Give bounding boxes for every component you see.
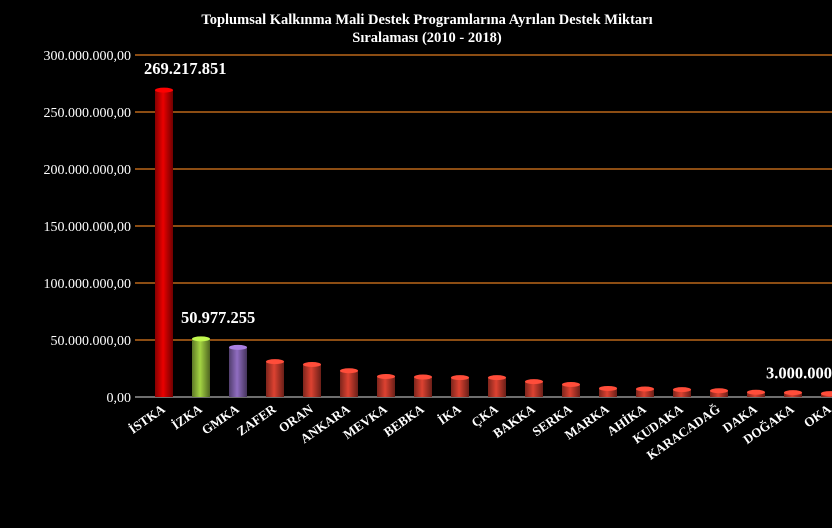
bar-body: [525, 381, 543, 397]
data-label: 3.000.000: [766, 364, 832, 383]
bar-body: [155, 90, 173, 398]
bar-body: [488, 377, 506, 397]
bar-top: [303, 362, 321, 368]
bar-top: [340, 368, 358, 374]
bar-top: [562, 381, 580, 387]
bar-body: [340, 370, 358, 397]
y-tick-label: 200.000.000,00: [44, 163, 132, 178]
data-label: 50.977.255: [181, 308, 255, 327]
y-tick-label: 100.000.000,00: [44, 277, 132, 292]
bar-top: [192, 336, 210, 342]
bar-i̇zka: [192, 336, 210, 397]
bar-daka: [747, 389, 765, 397]
y-tick-label: 250.000.000,00: [44, 106, 132, 121]
bar-kudaka: [673, 387, 691, 397]
bar-body: [562, 384, 580, 397]
bar-karacadağ: [710, 388, 728, 397]
bar-oran: [303, 362, 321, 397]
bars: [155, 87, 832, 398]
bar-body: [636, 389, 654, 397]
bar-top: [673, 387, 691, 393]
bar-body: [673, 389, 691, 397]
bar-oka: [821, 391, 832, 397]
bar-top: [155, 87, 173, 93]
chart-title-line-1: Toplumsal Kalkınma Mali Destek Programla…: [201, 12, 652, 28]
bar-top: [414, 374, 432, 380]
bar-gmka: [229, 344, 247, 397]
bar-i̇ka: [451, 375, 469, 397]
bar-body: [599, 388, 617, 397]
bar-serka: [562, 381, 580, 397]
bar-top: [599, 385, 617, 391]
bar-top: [821, 391, 832, 397]
bar-body: [414, 377, 432, 397]
y-tick-label: 150.000.000,00: [44, 220, 132, 235]
bar-top: [377, 373, 395, 379]
bar-top: [710, 388, 728, 394]
bar-doğaka: [784, 390, 802, 397]
bar-body: [229, 347, 247, 397]
bar-body: [377, 376, 395, 397]
bar-body: [266, 361, 284, 397]
data-labels: 269.217.851 50.977.255 3.000.000: [144, 59, 832, 382]
bar-body: [192, 338, 210, 397]
bar-ankara: [340, 368, 358, 397]
bar-bakka: [525, 379, 543, 397]
bar-ahi̇ka: [636, 386, 654, 397]
y-tick-label: 300.000.000,00: [44, 49, 132, 64]
gridlines: [135, 54, 832, 341]
bar-zafer: [266, 359, 284, 397]
bar-body: [303, 364, 321, 397]
bar-bebka: [414, 374, 432, 397]
chart-title-line-2: Sıralaması (2010 - 2018): [352, 30, 502, 46]
data-label: 269.217.851: [144, 59, 227, 78]
bar-body: [710, 390, 728, 397]
bar-top: [525, 379, 543, 385]
y-axis: 0,00 50.000.000,00 100.000.000,00 150.000.0…: [44, 49, 832, 406]
bar-i̇stka: [155, 87, 173, 398]
bar-top: [451, 375, 469, 381]
bar-body: [451, 377, 469, 397]
y-tick-label: 50.000.000,00: [51, 334, 132, 349]
bar-top: [784, 390, 802, 396]
bar-top: [488, 375, 506, 381]
bar-top: [266, 359, 284, 365]
bar-top: [229, 344, 247, 350]
bar-mevka: [377, 373, 395, 397]
y-tick-label: 0,00: [107, 391, 132, 406]
bar-marka: [599, 385, 617, 397]
bar-çka: [488, 375, 506, 397]
bar-top: [636, 386, 654, 392]
bar-top: [747, 389, 765, 395]
